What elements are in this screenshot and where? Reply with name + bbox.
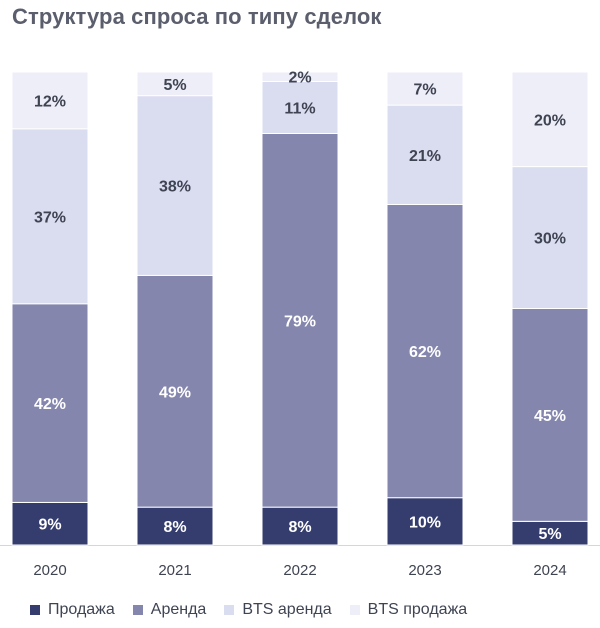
data-label: 79% (284, 313, 316, 330)
legend-swatch (224, 605, 235, 615)
x-tick-label: 2023 (408, 562, 441, 579)
data-label: 10% (409, 514, 441, 531)
bar-segment (261, 71, 339, 82)
data-label: 5% (538, 526, 561, 543)
legend-label: BTS аренда (242, 601, 332, 618)
bar-segment (136, 506, 214, 546)
bar-segment (11, 303, 89, 503)
legend-swatch (349, 605, 360, 615)
data-label: 7% (413, 82, 436, 99)
data-label: 42% (34, 396, 66, 413)
bar-segment (511, 308, 589, 522)
data-label: 8% (288, 519, 311, 536)
legend-item: Аренда (132, 601, 207, 619)
bar-segment (511, 166, 589, 309)
bar-segment (386, 71, 464, 106)
data-label: 30% (534, 231, 566, 248)
data-label: 38% (159, 179, 191, 196)
data-label: 11% (284, 100, 315, 117)
bar-segment (11, 71, 89, 130)
data-label: 5% (163, 77, 186, 94)
legend-item: Продажа (30, 601, 115, 619)
legend-label: Продажа (48, 601, 115, 618)
x-tick-label: 2022 (283, 562, 316, 579)
bar-segment (136, 274, 214, 508)
legend-label: Аренда (150, 601, 207, 618)
bar-segment (261, 80, 339, 134)
data-label: 2% (288, 70, 311, 87)
bar-segment (511, 71, 589, 168)
bar-segment (11, 128, 89, 305)
legend-item: BTS продажа (349, 601, 468, 619)
data-label: 9% (38, 517, 61, 534)
data-label: 20% (534, 112, 566, 129)
chart-title: Структура спроса по типу сделок (12, 4, 382, 29)
x-tick-label: 2024 (533, 562, 566, 579)
legend-item: BTS аренда (224, 601, 332, 619)
legend-swatch (30, 605, 40, 615)
bar-segment (136, 95, 214, 276)
legend-label: BTS продажа (367, 601, 468, 618)
data-label: 21% (409, 148, 441, 165)
data-label: 37% (34, 209, 66, 226)
x-tick-label: 2020 (33, 562, 66, 579)
data-label: 49% (159, 384, 191, 401)
data-label: 8% (163, 519, 186, 536)
bar-segment (386, 497, 464, 546)
data-label: 45% (534, 408, 566, 425)
bar-segment (11, 501, 89, 546)
bar-segment (136, 71, 214, 97)
x-tick-label: 2021 (158, 562, 191, 579)
data-label: 62% (409, 344, 441, 361)
chart-legend: Продажа Аренда BTS аренда BTS продажа (30, 601, 485, 619)
bar-segment (261, 506, 339, 546)
data-label: 12% (34, 93, 66, 110)
legend-swatch (132, 605, 143, 615)
stacked-bar-chart: 9% 42% 37% 12% 2020 8% 49% 38% 5% 2021 8% 79% 11% 2% 2… (0, 70, 600, 579)
bar-segment (261, 132, 339, 508)
bar-segment (386, 104, 464, 205)
